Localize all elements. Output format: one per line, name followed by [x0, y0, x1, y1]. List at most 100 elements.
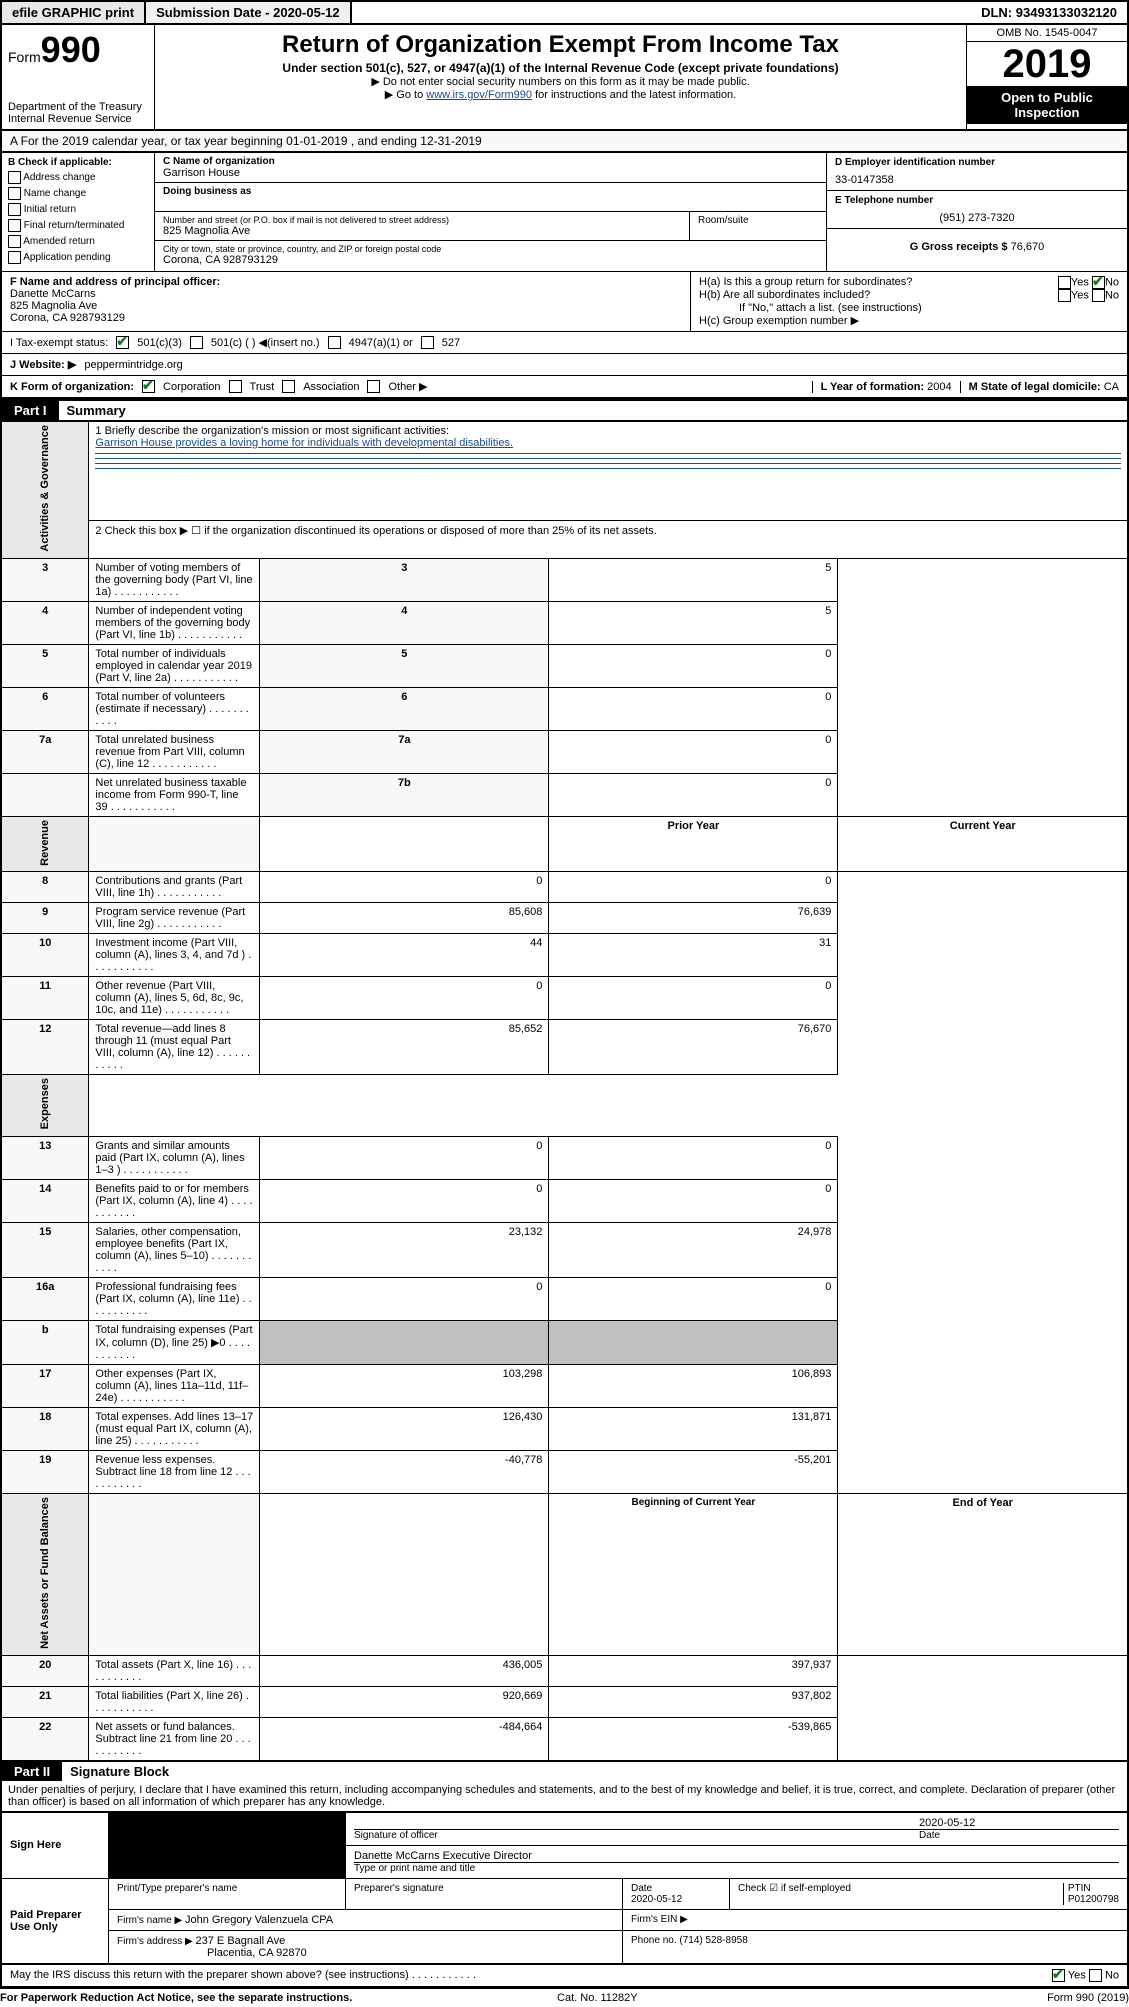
cb-corp[interactable] — [142, 380, 155, 393]
mission-text[interactable]: Garrison House provides a loving home fo… — [95, 437, 513, 449]
ptin-value: P01200798 — [1068, 1894, 1119, 1905]
section-b-title: B Check if applicable: — [8, 157, 148, 168]
ha-yes[interactable] — [1058, 276, 1071, 289]
checkbox-address-change[interactable] — [8, 171, 21, 184]
paid-preparer-label: Paid Preparer Use Only — [1, 1878, 109, 1964]
prior-value: 0 — [260, 977, 549, 1020]
row-num: 19 — [1, 1450, 89, 1493]
prior-value: 0 — [260, 1136, 549, 1179]
firm-phone: (714) 528-8958 — [679, 1935, 747, 1946]
checkbox-amended[interactable] — [8, 235, 21, 248]
cb-other[interactable] — [367, 380, 380, 393]
row-j: J Website: ▶ peppermintridge.org — [0, 353, 1129, 375]
prior-value: 23,132 — [260, 1222, 549, 1277]
current-value: 24,978 — [549, 1222, 838, 1277]
cb-501c[interactable] — [190, 336, 203, 349]
row-value: 0 — [549, 773, 838, 816]
phone-value: (951) 273-7320 — [835, 212, 1119, 224]
inspection-badge: Open to Public Inspection — [967, 86, 1127, 124]
checkbox-application-pending[interactable] — [8, 251, 21, 264]
section-b: B Check if applicable: Address change Na… — [2, 153, 155, 271]
footer: For Paperwork Reduction Act Notice, see … — [0, 1988, 1129, 2007]
current-value: 31 — [549, 934, 838, 977]
discuss-no[interactable] — [1089, 1969, 1102, 1982]
prior-value: 85,652 — [260, 1020, 549, 1075]
gross-label: G Gross receipts $ — [910, 241, 1011, 253]
irs-link[interactable]: www.irs.gov/Form990 — [426, 89, 532, 101]
firm-ein-label: Firm's EIN ▶ — [623, 1909, 1129, 1930]
vtab-net: Net Assets or Fund Balances — [39, 1497, 51, 1649]
prior-value: -40,778 — [260, 1450, 549, 1493]
col-begin: Beginning of Current Year — [549, 1493, 838, 1655]
current-value: 131,871 — [549, 1407, 838, 1450]
prep-sig-label: Preparer's signature — [346, 1878, 623, 1909]
current-value: 106,893 — [549, 1364, 838, 1407]
q1-label: 1 Briefly describe the organization's mi… — [95, 425, 1121, 437]
row-k: K Form of organization: Corporation Trus… — [0, 375, 1129, 399]
cb-501c3[interactable] — [116, 336, 129, 349]
row-num: b — [1, 1320, 89, 1364]
hb-yes[interactable] — [1058, 289, 1071, 302]
row-num: 14 — [1, 1179, 89, 1222]
ein-label: D Employer identification number — [835, 157, 1119, 168]
row-num: 15 — [1, 1222, 89, 1277]
section-c: C Name of organization Garrison House Do… — [155, 153, 826, 271]
hb-no[interactable] — [1092, 289, 1105, 302]
row-num: 7a — [1, 730, 89, 773]
phone-label: E Telephone number — [835, 195, 1119, 206]
row-num: 8 — [1, 872, 89, 903]
year-formation: 2004 — [927, 381, 951, 393]
firm-addr1: 237 E Bagnall Ave — [196, 1935, 286, 1947]
row-num: 3 — [1, 558, 89, 601]
row-text: Total revenue—add lines 8 through 11 (mu… — [89, 1020, 260, 1075]
checkbox-initial-return[interactable] — [8, 203, 21, 216]
cb-assoc[interactable] — [282, 380, 295, 393]
efile-button[interactable]: efile GRAPHIC print — [2, 2, 146, 23]
row-text: Benefits paid to or for members (Part IX… — [89, 1179, 260, 1222]
prior-value: 0 — [260, 1277, 549, 1320]
current-value: 937,802 — [549, 1686, 838, 1717]
cb-527[interactable] — [421, 336, 434, 349]
type-name-label: Type or print name and title — [354, 1862, 1119, 1874]
row-num: 16a — [1, 1277, 89, 1320]
cb-4947[interactable] — [328, 336, 341, 349]
row-text: Total number of individuals employed in … — [89, 644, 260, 687]
checkbox-name-change[interactable] — [8, 187, 21, 200]
row-text: Salaries, other compensation, employee b… — [89, 1222, 260, 1277]
current-value: -539,865 — [549, 1717, 838, 1761]
row-text: Other revenue (Part VIII, column (A), li… — [89, 977, 260, 1020]
checkbox-final-return[interactable] — [8, 219, 21, 232]
part2-header: Part II Signature Block — [0, 1762, 1129, 1781]
row-num — [1, 773, 89, 816]
city-value: Corona, CA 928793129 — [163, 254, 818, 266]
officer-typed-name: Danette McCarns Executive Director — [354, 1850, 1119, 1862]
col-prior: Prior Year — [549, 816, 838, 872]
row-value: 0 — [549, 730, 838, 773]
room-label: Room/suite — [690, 212, 826, 240]
prior-value: 920,669 — [260, 1686, 549, 1717]
prior-value — [260, 1320, 549, 1364]
sig-officer-label: Signature of officer — [354, 1830, 919, 1841]
row-ref: 7b — [260, 773, 549, 816]
prior-value: 103,298 — [260, 1364, 549, 1407]
discuss-yes[interactable] — [1052, 1969, 1065, 1982]
dept-label: Department of the Treasury — [8, 101, 148, 113]
row-ref: 4 — [260, 601, 549, 644]
q2-text: 2 Check this box ▶ ☐ if the organization… — [89, 521, 1128, 558]
row-num: 11 — [1, 977, 89, 1020]
col-end: End of Year — [838, 1493, 1128, 1655]
ha-no[interactable] — [1092, 276, 1105, 289]
row-text: Other expenses (Part IX, column (A), lin… — [89, 1364, 260, 1407]
row-text: Grants and similar amounts paid (Part IX… — [89, 1136, 260, 1179]
current-value: 76,670 — [549, 1020, 838, 1075]
firm-name: John Gregory Valenzuela CPA — [185, 1914, 333, 1926]
current-value: 0 — [549, 1136, 838, 1179]
row-text: Total assets (Part X, line 16) — [89, 1655, 260, 1686]
addr-label: Number and street (or P.O. box if mail i… — [163, 215, 681, 225]
part1-header: Part I Summary — [0, 399, 1129, 420]
cb-trust[interactable] — [229, 380, 242, 393]
row-text: Net unrelated business taxable income fr… — [89, 773, 260, 816]
row-num: 5 — [1, 644, 89, 687]
row-num: 6 — [1, 687, 89, 730]
row-text: Number of independent voting members of … — [89, 601, 260, 644]
